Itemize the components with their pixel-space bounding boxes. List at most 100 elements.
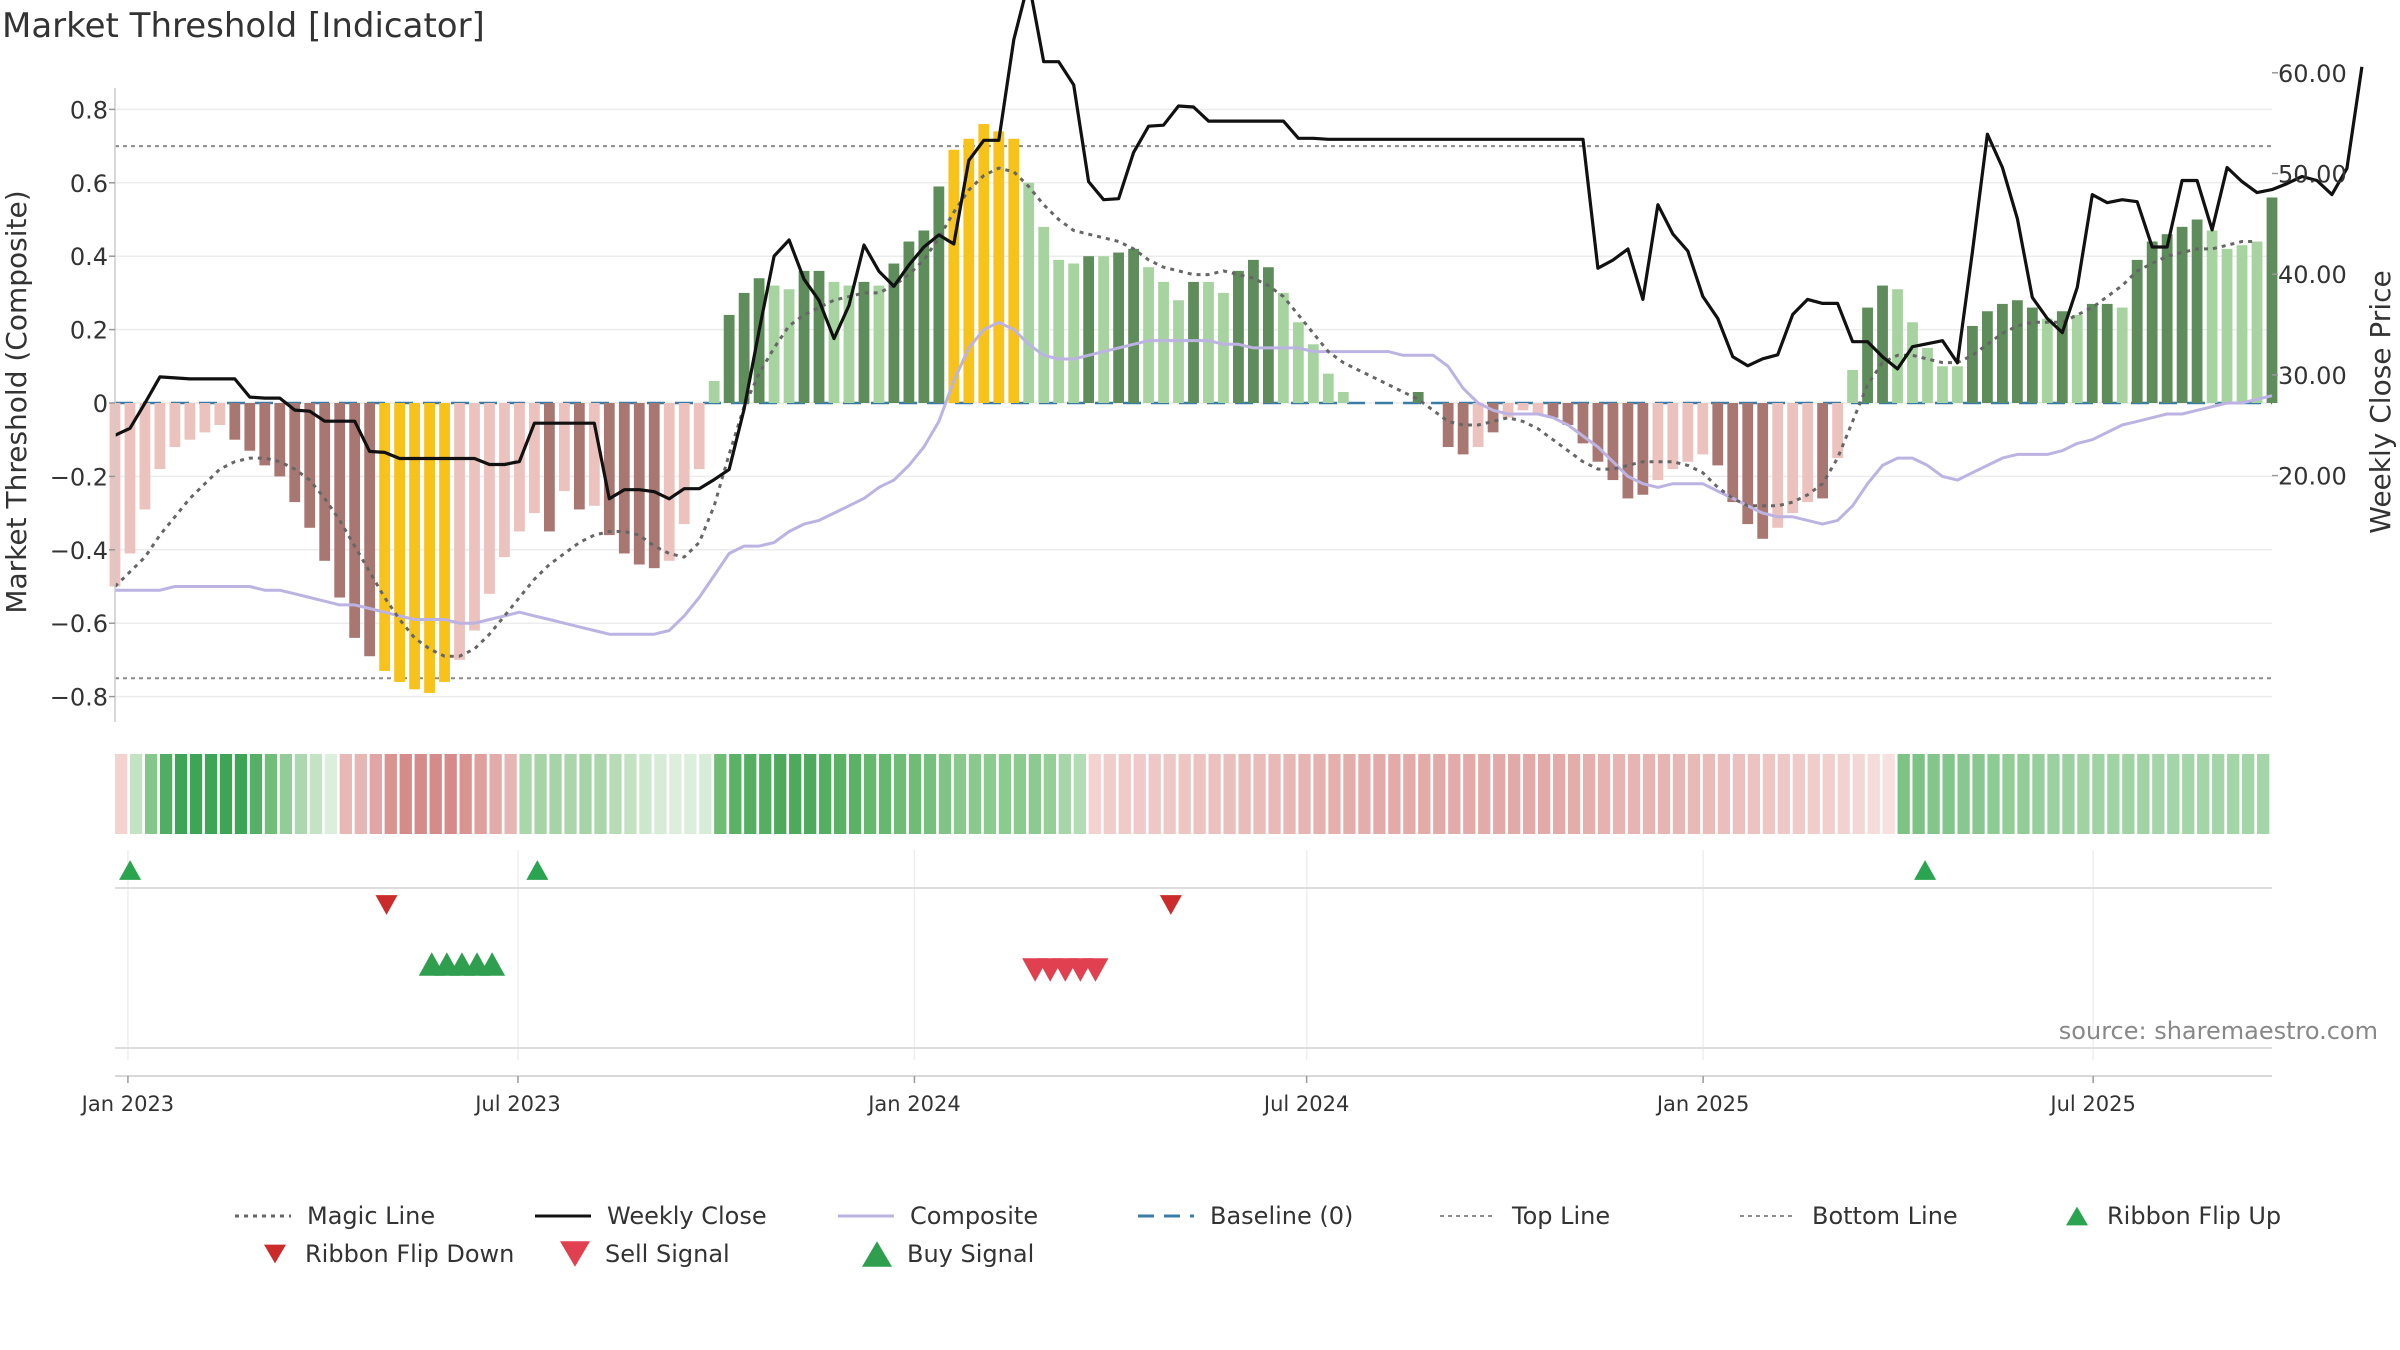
ribbon-cell [354, 754, 367, 834]
ribbon-flip-up-marker [1914, 860, 1937, 880]
ribbon-cell [863, 754, 877, 834]
threshold-bar [1922, 347, 1933, 403]
ribbon-cell [2182, 754, 2195, 834]
ribbon-cell [1208, 754, 1221, 834]
legend-label: Composite [910, 1202, 1038, 1230]
threshold-bar [1847, 369, 1858, 403]
ribbon-cell [1523, 754, 1536, 834]
legend-swatch [560, 1241, 590, 1267]
ribbon-cell [234, 754, 248, 834]
ribbon-cell [1493, 754, 1506, 834]
ribbon-cell [594, 754, 607, 834]
ribbon-cell [639, 754, 652, 834]
threshold-bar [244, 403, 256, 451]
ribbon-cell [1043, 754, 1056, 834]
ribbon-cell [1672, 754, 1686, 834]
threshold-bar [1562, 403, 1574, 426]
threshold-bar [154, 403, 166, 470]
ribbon-cell [2062, 754, 2075, 834]
threshold-bar [274, 403, 286, 477]
threshold-bar [364, 403, 376, 657]
ribbon-cell [1972, 754, 1985, 834]
ribbon-cell [2152, 754, 2165, 834]
threshold-bar [1892, 289, 1903, 403]
threshold-bar [199, 403, 211, 433]
ribbon-cell [1538, 754, 1551, 834]
ribbon-flip-up-marker [526, 860, 549, 880]
ribbon-cell [654, 754, 667, 834]
ribbon-cell [1133, 754, 1146, 834]
ribbon-cell [744, 754, 757, 834]
ribbon-cell [504, 754, 517, 834]
grid-lines [115, 108, 2272, 1060]
threshold-bar [379, 403, 391, 671]
threshold-bar [693, 403, 705, 470]
threshold-bar [2026, 307, 2038, 403]
threshold-bar [214, 403, 226, 426]
threshold-bar [1802, 403, 1814, 503]
threshold-bar [1757, 403, 1769, 539]
legend-label: Magic Line [307, 1202, 435, 1230]
threshold-bar [334, 403, 346, 598]
threshold-bar [588, 403, 600, 506]
threshold-bar [1996, 303, 2008, 403]
threshold-bar [1248, 259, 1259, 403]
ribbon-cell [983, 754, 997, 834]
ribbon-cell [2047, 754, 2060, 834]
threshold-bar [1637, 403, 1649, 495]
legend-label: Weekly Close [607, 1202, 767, 1230]
threshold-bar [409, 403, 420, 690]
ribbon-cell [1328, 754, 1341, 834]
ribbon-flip-down-marker [375, 895, 398, 915]
threshold-bar [1727, 403, 1739, 503]
ribbon-cell [1388, 754, 1401, 834]
left-tick-label: −0.8 [50, 684, 108, 712]
threshold-bar [1412, 391, 1424, 403]
threshold-bar [1982, 311, 1993, 403]
left-tick-label: 0.8 [70, 96, 108, 124]
threshold-bar [723, 314, 735, 403]
ribbon-cell [489, 754, 502, 834]
left-tick-label: −0.2 [50, 463, 108, 491]
right-axis-title: Weekly Close Price [2364, 270, 2397, 533]
ribbon-cell [1013, 754, 1027, 834]
ribbon-cell [1253, 754, 1266, 834]
ribbon-cell [2002, 754, 2015, 834]
ribbon-cell [953, 754, 967, 834]
ribbon-cell [1193, 754, 1206, 834]
ribbon-cell [1148, 754, 1161, 834]
left-tick-label: 0.2 [70, 317, 108, 345]
right-tick-label: 40.00 [2278, 261, 2347, 289]
threshold-bars [109, 124, 2278, 693]
legend: Magic Line Weekly Close Composite Baseline … [235, 1202, 2281, 1268]
ribbon-cell [1118, 754, 1131, 834]
signal-markers [115, 860, 2272, 1049]
threshold-bar [1817, 403, 1829, 499]
threshold-bar [529, 403, 540, 514]
left-axis: 0.8 0.6 0.4 0.2 0 −0.2 −0.4 −0.6 −0.8 [50, 88, 116, 722]
legend-label: Bottom Line [1812, 1202, 1958, 1230]
threshold-bar [858, 281, 870, 403]
ribbon-cell [923, 754, 937, 834]
ribbon-cell [684, 754, 697, 834]
threshold-bar [2236, 245, 2248, 403]
threshold-bar [1307, 344, 1319, 403]
signal-ribbon [115, 754, 2270, 834]
ribbon-cell [564, 754, 577, 834]
ribbon-cell [144, 754, 158, 834]
threshold-bar [169, 403, 181, 448]
right-tick-label: 60.00 [2278, 60, 2347, 88]
ribbon-cell [609, 754, 622, 834]
threshold-bar [843, 285, 855, 403]
ribbon-cell [339, 754, 352, 834]
date-axis: Jan 2023 Jul 2023 Jan 2024 Jul 2024 Jan 2025… [80, 1075, 2272, 1116]
ribbon-cell [1882, 754, 1895, 834]
legend-label: Baseline (0) [1210, 1202, 1353, 1230]
ribbon-cell [1403, 754, 1416, 834]
ribbon-cell [1163, 754, 1176, 834]
threshold-bar [304, 403, 316, 528]
threshold-bar [1877, 285, 1888, 403]
threshold-bar [1128, 248, 1139, 403]
ribbon-cell [1732, 754, 1746, 834]
